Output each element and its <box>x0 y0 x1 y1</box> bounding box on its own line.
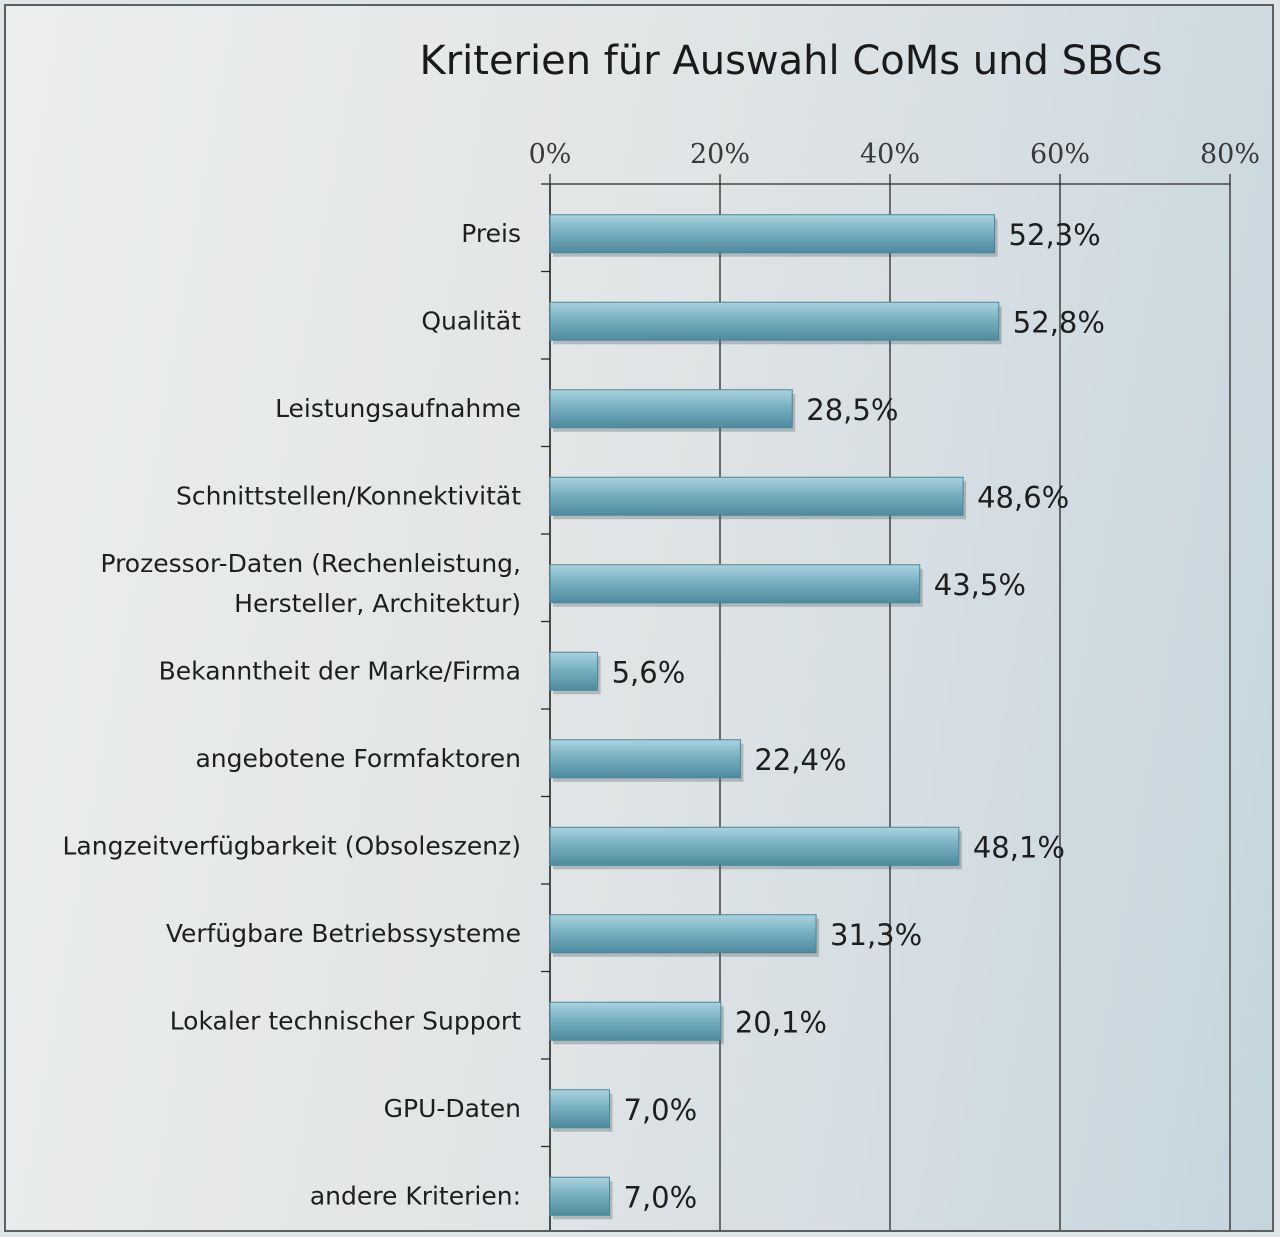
x-tick-label: 60% <box>1030 139 1090 170</box>
category-label: andere Kriterien: <box>310 1181 521 1210</box>
category-label: GPU-Daten <box>384 1094 521 1123</box>
data-label: 43,5% <box>934 568 1026 602</box>
category-label: angebotene Formfaktoren <box>195 744 521 773</box>
data-label: 48,6% <box>977 480 1069 514</box>
bar <box>549 1001 722 1041</box>
bar-chart: Kriterien für Auswahl CoMs und SBCs 0% 20… <box>62 38 1260 1230</box>
bars <box>549 214 1002 1220</box>
category-label: Lokaler technischer Support <box>170 1006 522 1035</box>
x-tick-label: 0% <box>529 139 572 170</box>
bar <box>549 1089 610 1129</box>
bar <box>549 914 817 954</box>
data-label: 7,0% <box>624 1093 698 1127</box>
category-label: Preis <box>461 219 521 248</box>
x-tick-label: 20% <box>690 139 750 170</box>
category-label: Langzeitverfügbarkeit (Obsoleszenz) <box>62 831 521 860</box>
data-label: 48,1% <box>973 830 1065 864</box>
bar <box>549 476 964 516</box>
bar <box>549 389 793 429</box>
bar <box>549 739 741 779</box>
bar <box>549 651 599 691</box>
category-label: Schnittstellen/Konnektivität <box>176 481 521 510</box>
x-tick-label: 40% <box>860 139 920 170</box>
data-label: 5,6% <box>612 655 686 689</box>
category-label: Leistungsaufnahme <box>275 394 521 423</box>
bar <box>549 1176 610 1216</box>
chart-frame: Kriterien für Auswahl CoMs und SBCs 0% 20… <box>4 4 1274 1232</box>
bar <box>549 826 960 866</box>
data-label: 31,3% <box>830 918 922 952</box>
category-label: Qualität <box>421 306 521 335</box>
category-label: Bekanntheit der Marke/Firma <box>159 656 521 685</box>
category-label: Prozessor-Daten (Rechenleistung, <box>100 549 521 578</box>
gridlines <box>541 174 1231 1230</box>
labels: 0% 20% 40% 60% 80% 52,3% Preis 52,8% Qualität 28,… <box>62 139 1260 1214</box>
data-label: 7,0% <box>624 1180 698 1214</box>
chart-title: Kriterien für Auswahl CoMs und SBCs <box>419 38 1162 84</box>
data-label: 52,8% <box>1013 305 1105 339</box>
bar <box>549 564 921 604</box>
data-label: 20,1% <box>735 1005 827 1039</box>
data-label: 52,3% <box>1009 218 1101 252</box>
bar <box>549 214 996 254</box>
data-label: 28,5% <box>806 393 898 427</box>
x-tick-label: 80% <box>1200 139 1260 170</box>
bar <box>549 301 1000 341</box>
category-label: Verfügbare Betriebssysteme <box>166 919 521 948</box>
data-label: 22,4% <box>754 743 846 777</box>
category-label: Hersteller, Architektur) <box>234 589 521 618</box>
